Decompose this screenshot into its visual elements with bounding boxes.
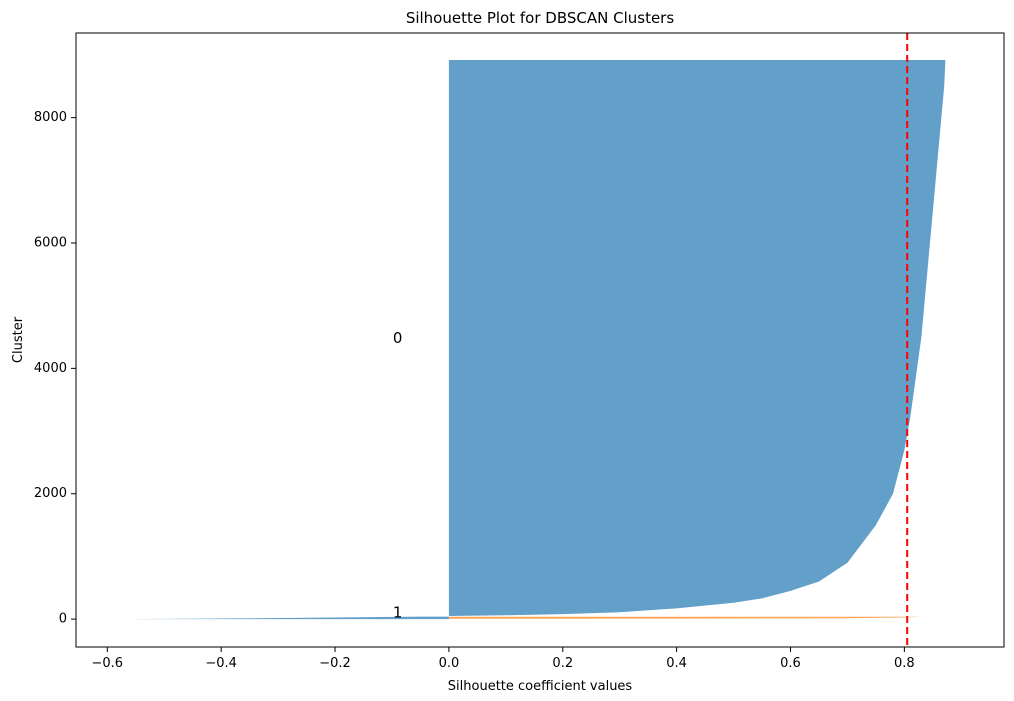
cluster-label-1: 1: [393, 603, 403, 621]
x-tick-label: −0.6: [92, 656, 124, 671]
y-axis-label: Cluster: [11, 316, 26, 363]
y-tick-label: 6000: [34, 235, 67, 250]
x-tick-label: 0.4: [666, 656, 687, 671]
x-tick-label: 0.8: [894, 656, 915, 671]
x-tick-label: 0.6: [780, 656, 801, 671]
cluster-1-area: [448, 616, 922, 619]
cluster-label-0: 0: [393, 329, 403, 347]
cluster-0-area: [124, 60, 946, 620]
y-tick-label: 8000: [34, 110, 67, 125]
chart-title: Silhouette Plot for DBSCAN Clusters: [406, 9, 675, 27]
plot-area: 0 1 −0.6 −0.4 −0.2 0.0 0.2 0.4 0.6 0.8 0 2000 4000 60…: [34, 32, 1005, 671]
x-tick-label: 0.0: [439, 656, 460, 671]
x-tick-label: −0.4: [205, 656, 237, 671]
y-tick-label: 2000: [34, 486, 67, 501]
y-tick-label: 4000: [34, 361, 67, 376]
x-tick-label: −0.2: [319, 656, 351, 671]
x-tick-label: 0.2: [552, 656, 573, 671]
x-axis-label: Silhouette coefficient values: [448, 679, 633, 694]
y-tick-label: 0: [59, 612, 67, 627]
axes-frame: [75, 32, 1005, 648]
